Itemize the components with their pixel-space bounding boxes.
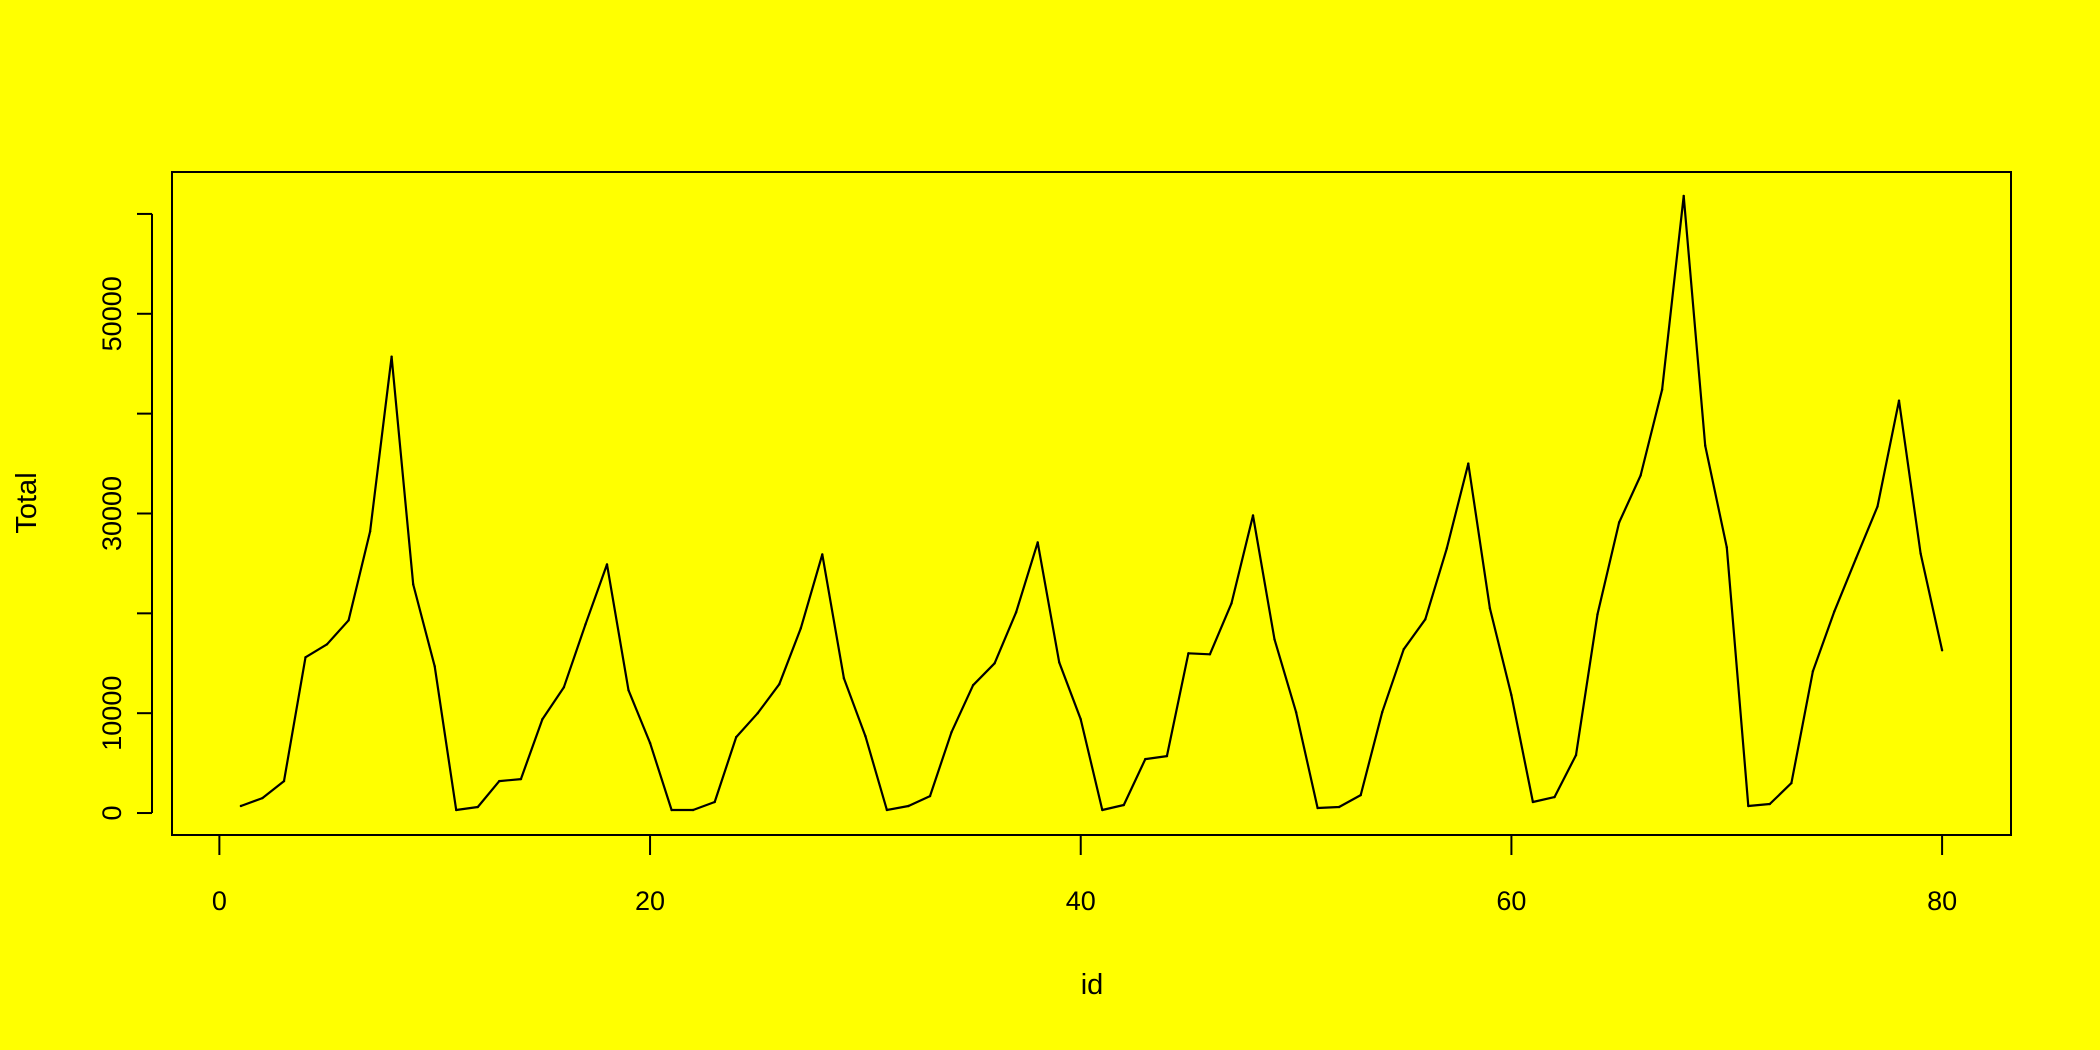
data-point: [1919, 552, 1921, 554]
data-point: [886, 809, 888, 811]
data-point: [326, 643, 328, 645]
data-point: [455, 809, 457, 811]
y-tick-label: 30000: [97, 476, 127, 551]
data-point: [1855, 557, 1857, 559]
data-point: [1941, 649, 1943, 651]
data-point: [692, 809, 694, 811]
data-point: [649, 742, 651, 744]
data-point: [1424, 618, 1426, 620]
data-point: [304, 656, 306, 658]
data-point: [972, 684, 974, 686]
data-point: [606, 563, 608, 565]
y-axis-label: Total: [11, 472, 43, 533]
data-point: [520, 778, 522, 780]
data-point: [498, 780, 500, 782]
data-point: [1467, 462, 1469, 464]
x-tick-label: 60: [1496, 886, 1526, 916]
data-point: [541, 718, 543, 720]
data-point: [1080, 718, 1082, 720]
data-point: [1489, 607, 1491, 609]
data-point: [1144, 758, 1146, 760]
data-point: [1510, 694, 1512, 696]
data-point: [261, 797, 263, 799]
data-point: [1575, 754, 1577, 756]
data-point: [1187, 652, 1189, 654]
data-point: [347, 619, 349, 621]
data-point: [1532, 801, 1534, 803]
data-point: [950, 731, 952, 733]
data-point: [1360, 794, 1362, 796]
data-point: [778, 683, 780, 685]
data-point: [1898, 400, 1900, 402]
y-axis: 0 10000 30000 50000: [97, 214, 152, 821]
data-point: [670, 809, 672, 811]
data-point: [627, 689, 629, 691]
data-point: [1596, 613, 1598, 615]
data-point: [1833, 610, 1835, 612]
data-point: [821, 553, 823, 555]
data-point: [283, 780, 285, 782]
data-point: [735, 736, 737, 738]
data-point: [1058, 661, 1060, 663]
data-point: [1618, 521, 1620, 523]
data-point: [563, 686, 565, 688]
data-point: [1639, 474, 1641, 476]
data-point: [1446, 547, 1448, 549]
data-point: [800, 627, 802, 629]
data-point: [993, 662, 995, 664]
data-point: [1338, 806, 1340, 808]
data-point: [1166, 755, 1168, 757]
x-axis: 0 20 40 60 80: [212, 835, 1957, 916]
data-point: [1403, 648, 1405, 650]
data-points: [240, 195, 1944, 811]
data-point: [584, 623, 586, 625]
x-axis-label: id: [1081, 969, 1104, 1001]
data-point: [1037, 541, 1039, 543]
data-point: [1101, 809, 1103, 811]
data-point: [1209, 653, 1211, 655]
data-point: [390, 356, 392, 358]
data-point: [1273, 638, 1275, 640]
data-point: [1123, 804, 1125, 806]
y-tick-label: 50000: [97, 276, 127, 351]
data-point: [1661, 389, 1663, 391]
data-point: [1683, 195, 1685, 197]
data-point: [434, 665, 436, 667]
data-point: [1015, 611, 1017, 613]
plot-frame: [172, 172, 2011, 835]
data-point: [1790, 782, 1792, 784]
data-point: [1704, 444, 1706, 446]
data-point: [843, 677, 845, 679]
data-point: [1295, 711, 1297, 713]
data-point: [1230, 602, 1232, 604]
data-point: [240, 805, 242, 807]
data-point: [1252, 514, 1254, 516]
data-point: [714, 801, 716, 803]
y-tick-label: 10000: [97, 676, 127, 751]
x-tick-label: 20: [635, 886, 665, 916]
data-point: [1381, 711, 1383, 713]
data-point: [1316, 807, 1318, 809]
y-tick-label: 0: [97, 806, 127, 821]
data-point: [1876, 505, 1878, 507]
data-point: [369, 530, 371, 532]
data-point: [864, 735, 866, 737]
data-point: [412, 583, 414, 585]
x-tick-label: 80: [1927, 886, 1957, 916]
data-point: [929, 795, 931, 797]
data-point: [1747, 805, 1749, 807]
data-point: [757, 712, 759, 714]
data-point: [1726, 546, 1728, 548]
x-tick-label: 0: [212, 886, 227, 916]
data-point: [1553, 796, 1555, 798]
x-tick-label: 40: [1066, 886, 1096, 916]
data-point: [907, 805, 909, 807]
series-line: [241, 196, 1942, 810]
data-point: [1812, 670, 1814, 672]
data-point: [477, 806, 479, 808]
data-point: [1769, 803, 1771, 805]
